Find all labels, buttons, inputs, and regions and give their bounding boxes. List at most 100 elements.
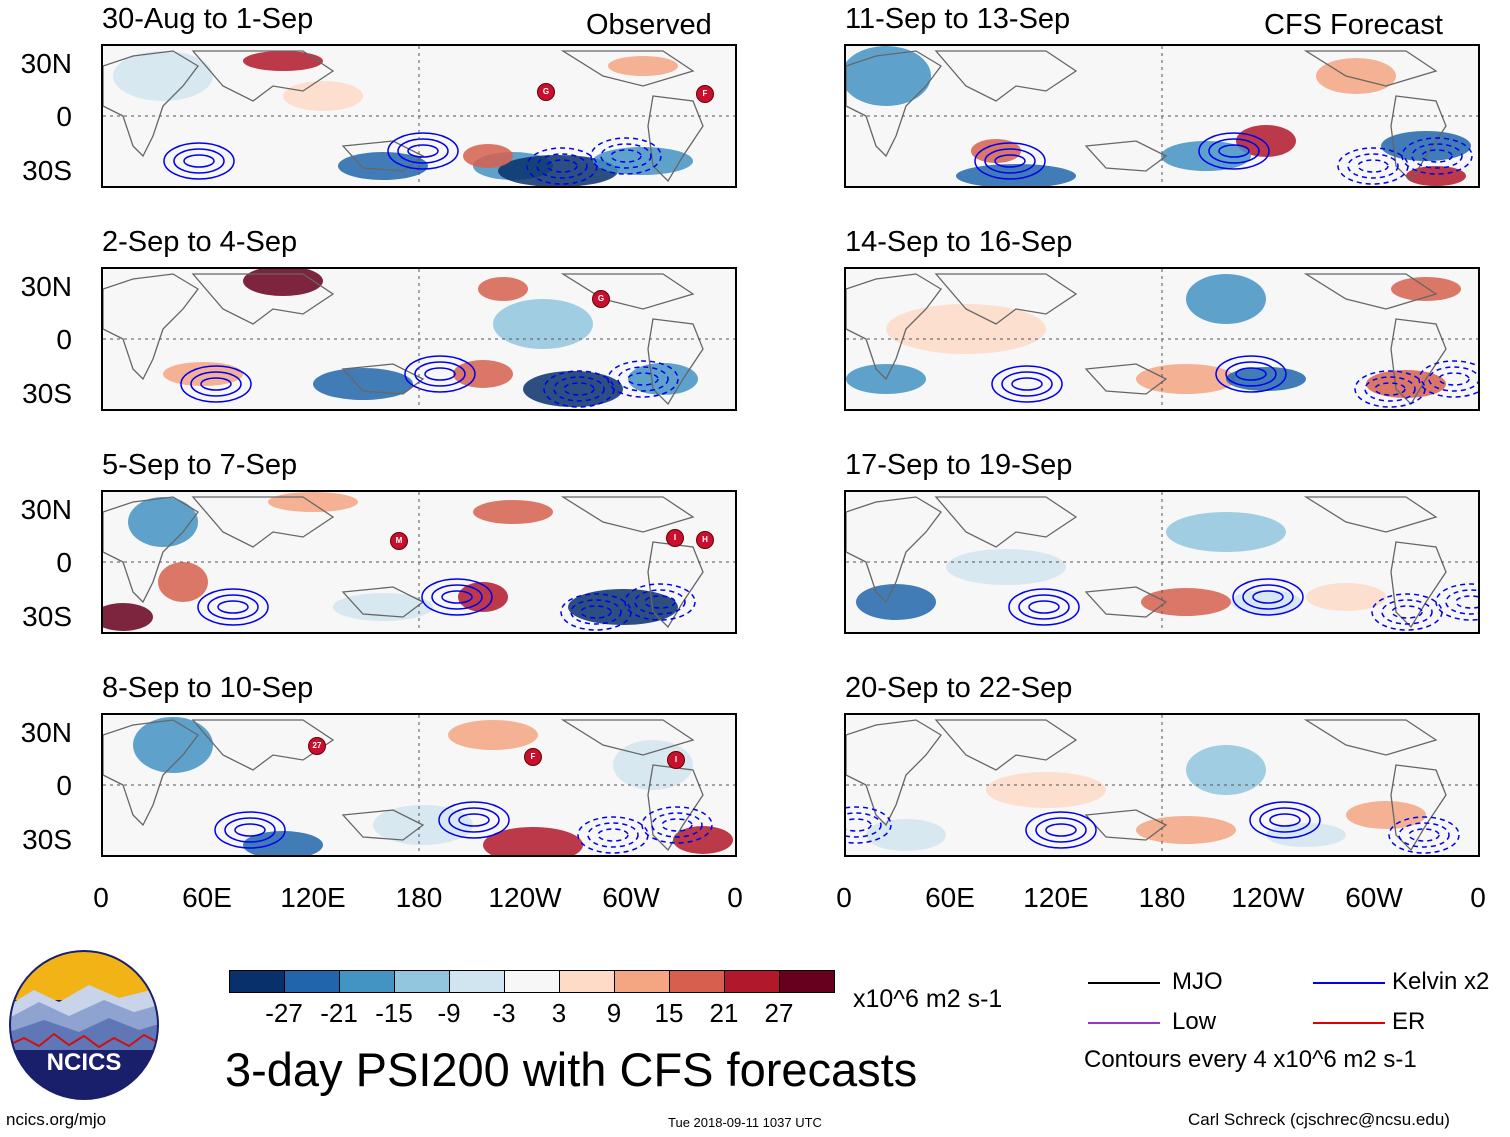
kelvin-contour [1218, 144, 1250, 158]
kelvin-contour [1232, 578, 1304, 616]
kelvin-contour [1337, 147, 1409, 185]
kelvin-contour [438, 801, 510, 839]
colorbar-label: -9 [437, 998, 461, 1028]
coastline [1390, 95, 1447, 183]
storm-marker: F [524, 748, 542, 766]
lon-label: 120W [488, 882, 562, 913]
anomaly-shading [846, 46, 931, 106]
lat-label: 30S [22, 378, 72, 409]
storm-marker: G [592, 290, 610, 308]
anomaly-shading [523, 371, 623, 407]
kelvin-contour [1421, 149, 1453, 163]
anomaly-shading [1136, 816, 1236, 844]
kelvin-contour [1035, 817, 1087, 843]
lat-label: 0 [56, 324, 72, 355]
kelvin-contour [448, 807, 500, 833]
lon-label: 180 [395, 882, 443, 913]
kelvin-contour [1428, 366, 1478, 392]
map-panel [844, 490, 1480, 634]
kelvin-contour [641, 806, 713, 844]
kelvin-contour [421, 578, 493, 616]
storm-marker: G [537, 83, 555, 101]
coastline [934, 719, 1078, 771]
kelvin-contour [1347, 153, 1399, 179]
anomaly-shading [1136, 364, 1236, 394]
legend-low: Low [1172, 1008, 1217, 1035]
kelvin-contour [1242, 584, 1294, 610]
storm-marker: I [666, 529, 684, 547]
anomaly-shading [453, 360, 513, 388]
anomaly-shading [608, 56, 678, 76]
contour-note: Contours every 4 x10^6 m2 s-1 [1084, 1046, 1417, 1073]
kelvin-contour [577, 816, 649, 854]
kelvin-contour [607, 360, 679, 398]
coastline [1084, 586, 1168, 618]
coastline [341, 140, 425, 172]
kelvin-contour [624, 583, 696, 621]
coastline [341, 363, 425, 395]
legend-low-line [1088, 1022, 1160, 1024]
lon-label: 0 [727, 882, 743, 913]
coastline [560, 273, 695, 310]
kelvin-contour [207, 594, 259, 620]
kelvin-contour [1011, 377, 1043, 391]
kelvin-contour [1225, 361, 1277, 387]
kelvin-contour [846, 806, 892, 844]
footer-url[interactable]: ncics.org/mjo [6, 1110, 107, 1129]
coastline [846, 719, 942, 827]
legend-mjo: MJO [1172, 968, 1223, 995]
kelvin-contour [1028, 600, 1060, 614]
kelvin-contour [1371, 593, 1443, 631]
colorbar-label: 27 [764, 998, 794, 1028]
panel-title-2: 2-Sep to 4-Sep [102, 226, 298, 258]
kelvin-contour [1357, 159, 1389, 173]
coastline [1303, 273, 1438, 310]
anomaly-shading [986, 772, 1106, 808]
lat-label: 30S [22, 824, 72, 855]
lat-label: 30N [20, 48, 72, 79]
kelvin-contour [580, 605, 612, 619]
panel-title-7: 17-Sep to 19-Sep [845, 449, 1073, 481]
anomaly-shading [498, 155, 618, 186]
coastline [1303, 50, 1438, 87]
kelvin-contour [387, 132, 459, 170]
anomaly-shading [886, 304, 1046, 354]
kelvin-contour [397, 138, 449, 164]
anomaly-shading [1236, 125, 1296, 157]
coastline [341, 809, 425, 841]
kelvin-contour [1001, 371, 1053, 397]
kelvin-contour [1269, 813, 1301, 827]
legend-kelvin-line [1313, 982, 1385, 984]
kelvin-contour [414, 361, 466, 387]
lat-label: 30N [20, 494, 72, 525]
coastline [1303, 496, 1438, 533]
kelvin-contour [163, 142, 235, 180]
anomaly-shading [113, 51, 213, 101]
kelvin-contour [587, 822, 639, 848]
anomaly-shading [1186, 274, 1266, 324]
coastline [560, 719, 695, 756]
kelvin-contour [627, 372, 659, 386]
kelvin-contour [441, 590, 473, 604]
panel-title-5: 11-Sep to 13-Sep [845, 3, 1071, 35]
coastline [191, 273, 335, 325]
kelvin-contour [651, 812, 703, 838]
anomaly-shading [1306, 583, 1386, 611]
kelvin-contour [984, 148, 1036, 174]
kelvin-contour [183, 154, 215, 168]
kelvin-contour [1249, 801, 1321, 839]
kelvin-contour [1045, 823, 1077, 837]
panel-title-6: 14-Sep to 16-Sep [845, 226, 1073, 258]
kelvin-contour [590, 137, 662, 175]
kelvin-contour [1408, 828, 1440, 842]
kelvin-contour [1381, 599, 1433, 625]
coastline [1084, 809, 1168, 841]
kelvin-contour [1354, 370, 1426, 408]
colorbar-label: -27 [265, 998, 303, 1028]
map-panel [101, 44, 737, 188]
colorbar-label: -15 [375, 998, 413, 1028]
colorbar-label: 21 [709, 998, 739, 1028]
kelvin-contour [634, 589, 686, 615]
lat-label: 0 [56, 101, 72, 132]
anomaly-shading [946, 549, 1066, 585]
